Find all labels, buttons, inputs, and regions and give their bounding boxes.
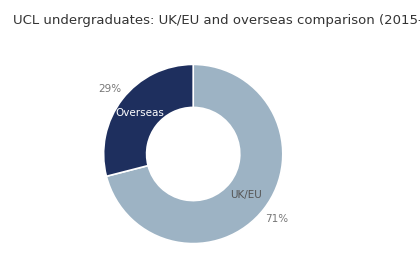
Text: UK/EU: UK/EU — [231, 190, 262, 200]
Text: UCL undergraduates: UK/EU and overseas comparison (2015–16): UCL undergraduates: UK/EU and overseas c… — [13, 14, 420, 27]
Wedge shape — [104, 64, 193, 176]
Text: 71%: 71% — [265, 214, 288, 224]
Wedge shape — [106, 64, 283, 244]
Text: Overseas: Overseas — [116, 108, 165, 118]
Text: 29%: 29% — [98, 84, 121, 94]
